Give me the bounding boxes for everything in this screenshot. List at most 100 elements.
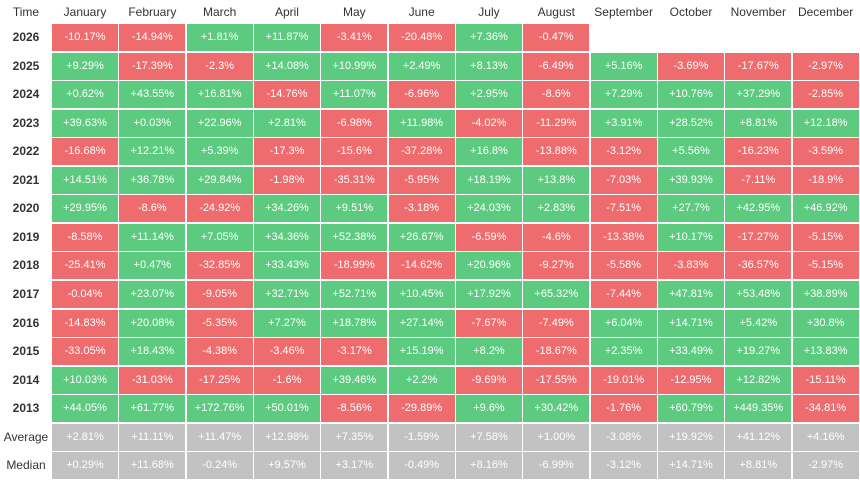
cell-2025-may: +10.99% xyxy=(321,52,388,80)
cell-2014-november: +12.82% xyxy=(725,366,792,394)
cell-2014-october: -12.95% xyxy=(657,366,724,394)
cell-median-march: -0.24% xyxy=(186,452,253,480)
row-label-average: Average xyxy=(3,429,49,444)
cell-2014-september: -19.01% xyxy=(590,366,657,394)
cell-2025-august: -6.49% xyxy=(523,52,590,80)
cell-2018-july: +20.96% xyxy=(455,252,522,280)
cell-2022-november: -16.23% xyxy=(725,138,792,166)
cell-2014-june: +2.2% xyxy=(388,366,455,394)
cell-2016-september: +6.04% xyxy=(590,309,657,337)
cell-2026-january: -10.17% xyxy=(52,24,118,51)
cell-median-august: -6.99% xyxy=(523,452,590,480)
cell-2014-january: +10.03% xyxy=(52,366,118,394)
cell-2024-december: -2.85% xyxy=(792,81,859,109)
header-november: November xyxy=(730,5,786,19)
cell-2024-june: -6.96% xyxy=(388,81,455,109)
cell-2023-february: +0.03% xyxy=(119,109,186,137)
cell-2020-december: +46.92% xyxy=(792,195,859,223)
cell-2013-june: -29.89% xyxy=(388,395,455,423)
cell-2020-april: +34.26% xyxy=(253,195,320,223)
cell-2016-january: -14.83% xyxy=(52,309,118,337)
cell-2021-september: -7.03% xyxy=(590,166,657,194)
cell-2016-august: -7.49% xyxy=(523,309,590,337)
cell-2019-may: +52.38% xyxy=(321,223,388,251)
cell-2015-november: +19.27% xyxy=(725,338,792,366)
cell-2016-april: +7.27% xyxy=(253,309,320,337)
header-september: September xyxy=(594,5,653,19)
row-label-2015: 2015 xyxy=(12,344,40,359)
row-label-2013: 2013 xyxy=(12,401,40,416)
cell-median-december: -2.97% xyxy=(792,452,859,480)
cell-2013-november: +449.35% xyxy=(725,395,792,423)
cell-median-january: +0.29% xyxy=(52,452,118,480)
header-august: August xyxy=(537,5,575,19)
row-label-2023: 2023 xyxy=(12,115,40,130)
cell-2017-march: -9.05% xyxy=(186,280,253,308)
cell-2024-october: +10.76% xyxy=(657,81,724,109)
cell-2015-october: +33.49% xyxy=(657,338,724,366)
cell-2015-june: +15.19% xyxy=(388,338,455,366)
row-label-2022: 2022 xyxy=(12,144,40,159)
cell-2025-december: -2.97% xyxy=(792,52,859,80)
row-label-2020: 2020 xyxy=(12,201,40,216)
cell-average-january: +2.81% xyxy=(52,423,118,451)
cell-2021-february: +36.78% xyxy=(119,166,186,194)
cell-2023-april: +2.81% xyxy=(253,109,320,137)
cell-2023-august: -11.29% xyxy=(523,109,590,137)
cell-2016-june: +27.14% xyxy=(388,309,455,337)
cell-2024-february: +43.55% xyxy=(119,81,186,109)
cell-2026-july: +7.36% xyxy=(455,24,522,51)
cell-2026-june: -20.48% xyxy=(388,24,455,51)
cell-2013-october: +60.79% xyxy=(657,395,724,423)
row-label-2021: 2021 xyxy=(12,172,40,187)
cell-average-july: +7.58% xyxy=(455,423,522,451)
cell-2022-october: +5.56% xyxy=(657,138,724,166)
cell-2017-may: +52.71% xyxy=(321,280,388,308)
cell-2018-november: -36.57% xyxy=(725,252,792,280)
cell-2016-november: +5.42% xyxy=(725,309,792,337)
cell-median-may: +3.17% xyxy=(321,452,388,480)
cell-2022-july: +16.8% xyxy=(455,138,522,166)
cell-2018-february: +0.47% xyxy=(119,252,186,280)
cell-2013-february: +61.77% xyxy=(119,395,186,423)
cell-2022-august: -13.88% xyxy=(523,138,590,166)
cell-2020-january: +29.95% xyxy=(52,195,118,223)
cell-median-july: +8.16% xyxy=(455,452,522,480)
cell-2017-july: +17.92% xyxy=(455,280,522,308)
cell-2021-july: +18.19% xyxy=(455,166,522,194)
cell-2023-may: -6.98% xyxy=(321,109,388,137)
cell-2025-april: +14.08% xyxy=(253,52,320,80)
cell-2024-january: +0.62% xyxy=(52,81,118,109)
cell-2019-december: -5.15% xyxy=(792,223,859,251)
row-label-median: Median xyxy=(6,458,46,473)
cell-2018-december: -5.15% xyxy=(792,252,859,280)
cell-2015-april: -3.46% xyxy=(253,338,320,366)
cell-median-april: +9.57% xyxy=(253,452,320,480)
cell-2020-august: +2.83% xyxy=(523,195,590,223)
cell-2014-march: -17.25% xyxy=(186,366,253,394)
cell-2013-may: -8.56% xyxy=(321,395,388,423)
cell-2020-june: -3.18% xyxy=(388,195,455,223)
cell-2026-march: +1.81% xyxy=(186,24,253,51)
cell-2014-february: -31.03% xyxy=(119,366,186,394)
cell-2015-may: -3.17% xyxy=(321,338,388,366)
cell-2014-may: +39.46% xyxy=(321,366,388,394)
cell-2025-november: -17.67% xyxy=(725,52,792,80)
cell-2014-april: -1.6% xyxy=(253,366,320,394)
cell-2018-september: -5.58% xyxy=(590,252,657,280)
cell-2015-july: +8.2% xyxy=(455,338,522,366)
cell-2020-september: -7.51% xyxy=(590,195,657,223)
cell-2015-january: -33.05% xyxy=(52,338,118,366)
row-label-2019: 2019 xyxy=(12,229,40,244)
header-july: July xyxy=(478,5,500,19)
cell-2013-march: +172.76% xyxy=(186,395,253,423)
cell-2023-september: +3.91% xyxy=(590,109,657,137)
cell-2022-december: -3.59% xyxy=(792,138,859,166)
cell-2024-november: +37.29% xyxy=(725,81,792,109)
cell-2025-march: -2.3% xyxy=(186,52,253,80)
cell-average-september: -3.08% xyxy=(590,423,657,451)
row-label-2018: 2018 xyxy=(12,258,40,273)
cell-2017-november: +53.48% xyxy=(725,280,792,308)
cell-2014-august: -17.55% xyxy=(523,366,590,394)
